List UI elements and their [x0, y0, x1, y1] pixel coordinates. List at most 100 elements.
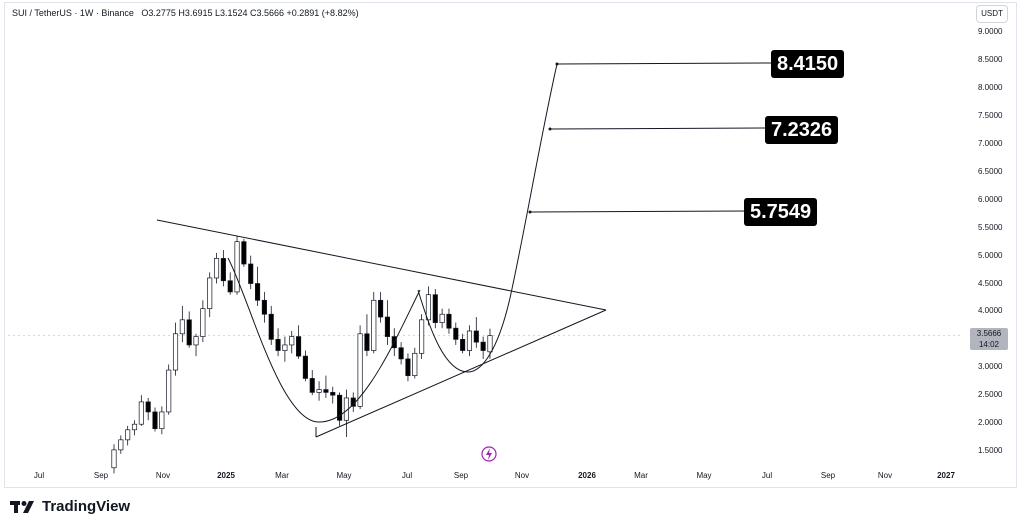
candle-body [179, 319, 185, 335]
candle-body [282, 344, 288, 351]
candle-body [131, 423, 138, 431]
symbol-line: SUI / TetherUS · 1W · Binance [12, 8, 134, 18]
candle-body [200, 308, 206, 337]
bar-countdown: 14:02 [978, 340, 1000, 349]
candle-body [473, 330, 479, 343]
price-tick-label: 7.5000 [978, 111, 1003, 121]
candle-body [118, 439, 124, 451]
footer-branding: TradingView [10, 498, 130, 515]
price-tick-label: 7.0000 [978, 138, 1003, 148]
candle-body [432, 294, 438, 323]
candle-body [193, 336, 199, 346]
candle-body [337, 394, 343, 421]
last-price-value: 3.5666 [976, 329, 1002, 338]
time-tick-label: Sep [820, 471, 836, 480]
candle-body [439, 313, 445, 323]
last-price-tag: 3.5666 14:02 [970, 328, 1008, 350]
price-tick-label: 8.0000 [978, 83, 1003, 93]
candle-body [207, 277, 213, 310]
candle-body [275, 339, 281, 351]
target-line [549, 127, 769, 130]
candle-body [234, 241, 240, 293]
price-tick-label: 9.0000 [978, 27, 1003, 37]
candle-body [466, 330, 473, 351]
candle-body [405, 358, 411, 376]
candle-body [261, 299, 267, 315]
candle-body [316, 389, 322, 393]
target-point [548, 127, 552, 131]
time-tick-label: Sep [453, 471, 469, 480]
cup-arc-left [227, 257, 421, 423]
time-tick-label: Nov [155, 471, 171, 480]
price-tick-label: 2.0000 [978, 418, 1003, 428]
candle-body [302, 355, 308, 379]
candle-body [460, 339, 466, 351]
candle-body [125, 429, 131, 441]
time-tick-label: Jul [761, 471, 773, 480]
candle-body [296, 336, 302, 357]
candle-body [159, 411, 165, 430]
candle-body [425, 294, 432, 321]
candle-body [227, 280, 233, 293]
price-tick-label: 4.0000 [978, 306, 1003, 316]
time-tick-label: Nov [877, 471, 893, 480]
candle-body [364, 333, 370, 351]
candle-body [172, 333, 179, 371]
candle-body [213, 258, 220, 279]
time-tick-label: 2026 [578, 471, 596, 480]
price-tick-label: 1.5000 [978, 446, 1003, 455]
candle-body [186, 319, 192, 346]
price-tick-label: 2.5000 [978, 390, 1003, 400]
candle-body [330, 392, 336, 396]
target-point [528, 210, 532, 214]
candle-body [378, 299, 384, 318]
time-tick-label: Mar [634, 471, 648, 480]
projection-curve [417, 63, 558, 373]
price-tick-label: 8.5000 [978, 55, 1003, 65]
time-tick-label: 2027 [937, 471, 955, 480]
candle-body [248, 263, 254, 284]
lightning-bolt-icon [486, 448, 492, 460]
symbol-header: SUI / TetherUS · 1W · Binance O3.2775 H3… [12, 8, 359, 18]
candle-body [323, 389, 329, 393]
time-tick-label: Jul [401, 471, 413, 480]
candle-body [289, 336, 295, 346]
candle-body [357, 333, 363, 407]
target-line [556, 62, 776, 65]
candle-body [453, 327, 459, 340]
candle-body [398, 347, 404, 360]
price-tick-label: 3.0000 [978, 362, 1003, 372]
chart-frame[interactable] [4, 2, 1017, 488]
target-label-1: 8.4150 [771, 50, 845, 78]
currency-button[interactable]: USDT [976, 5, 1008, 23]
candle-body [384, 316, 390, 337]
candle-body [255, 283, 261, 301]
target-line [529, 210, 749, 213]
candle-body [111, 449, 117, 469]
tradingview-logo-icon [10, 500, 34, 513]
candle-body [480, 341, 486, 351]
price-tick-label: 4.5000 [978, 278, 1003, 288]
ohlc-readout: O3.2775 H3.6915 L3.1524 C3.5666 +0.2891 … [141, 8, 359, 18]
candle-body [268, 313, 274, 340]
candle-body [446, 313, 452, 329]
time-tick-label: Mar [275, 471, 289, 480]
price-tick-label: 6.0000 [978, 194, 1003, 204]
time-tick-label: Sep [93, 471, 109, 480]
time-tick-label: Jul [33, 471, 45, 480]
candle-body [419, 319, 425, 354]
time-tick-label: Nov [514, 471, 530, 480]
candle-body [371, 299, 377, 351]
price-tick-label: 5.5000 [978, 222, 1003, 232]
candle-body [220, 258, 226, 282]
time-tick-label: May [336, 471, 352, 480]
price-tick-label: 6.5000 [978, 166, 1003, 176]
candle-body [412, 352, 418, 376]
triangle-lower-line [315, 309, 607, 438]
brand-name: TradingView [42, 498, 131, 515]
candle-body [138, 401, 144, 425]
candle-body [166, 369, 172, 413]
target-point [555, 62, 559, 66]
price-tick-label: 5.0000 [978, 250, 1003, 260]
